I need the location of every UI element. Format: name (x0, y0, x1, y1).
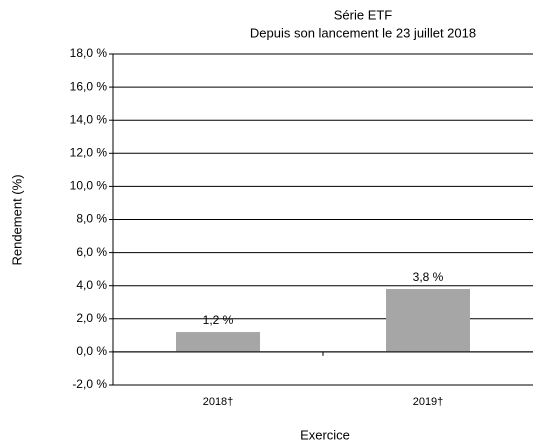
y-tick-label: 4,0 % (76, 278, 107, 292)
value-label: 3,8 % (413, 270, 444, 284)
x-axis-label: Exercice (300, 427, 350, 442)
y-tick-label: -2,0 % (72, 377, 107, 391)
y-axis-label: Rendement (%) (9, 174, 24, 265)
y-tick-label: 18,0 % (70, 46, 108, 60)
x-tick-label: 2018† (203, 396, 234, 408)
y-tick-label: 6,0 % (76, 245, 107, 259)
y-tick-label: 10,0 % (70, 179, 108, 193)
y-tick-label: 8,0 % (76, 212, 107, 226)
bar (386, 289, 470, 352)
y-tick-label: 12,0 % (70, 145, 108, 159)
y-tick-label: 16,0 % (70, 79, 108, 93)
x-tick-label: 2019† (413, 396, 444, 408)
bar (176, 332, 260, 352)
value-label: 1,2 % (203, 313, 234, 327)
y-tick-label: 14,0 % (70, 112, 108, 126)
y-tick-label: 2,0 % (76, 311, 107, 325)
chart-title: Série ETF (334, 7, 393, 22)
chart-subtitle: Depuis son lancement le 23 juillet 2018 (250, 25, 476, 40)
y-tick-label: 0,0 % (76, 344, 107, 358)
